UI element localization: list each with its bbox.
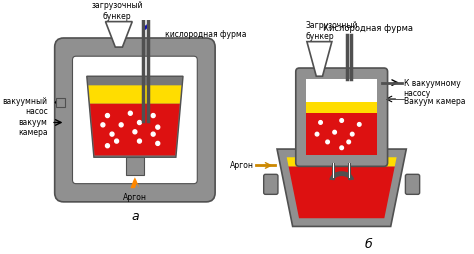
Text: Аргон: Аргон <box>123 192 147 201</box>
Circle shape <box>106 144 109 148</box>
Bar <box>307 80 377 156</box>
Bar <box>126 158 144 176</box>
Circle shape <box>156 126 160 130</box>
Circle shape <box>137 121 141 125</box>
Polygon shape <box>87 77 183 158</box>
Circle shape <box>151 114 155 118</box>
Bar <box>349 163 350 179</box>
FancyBboxPatch shape <box>73 57 197 184</box>
Text: загрузочный
бункер: загрузочный бункер <box>91 1 143 21</box>
Polygon shape <box>287 158 397 167</box>
Text: К вакуумному
насосу: К вакуумному насосу <box>404 79 460 98</box>
FancyBboxPatch shape <box>296 69 388 167</box>
Bar <box>307 103 377 113</box>
Circle shape <box>347 140 350 144</box>
Text: Загрузочный
бункер: Загрузочный бункер <box>305 21 357 41</box>
Text: а: а <box>131 209 139 222</box>
Circle shape <box>151 133 155 137</box>
FancyBboxPatch shape <box>55 39 215 202</box>
Circle shape <box>115 139 118 144</box>
Bar <box>307 113 377 156</box>
Circle shape <box>101 123 105 127</box>
Polygon shape <box>90 104 180 156</box>
Bar <box>333 163 334 179</box>
Text: кислородная фурма: кислородная фурма <box>165 30 246 39</box>
Polygon shape <box>89 86 182 104</box>
Circle shape <box>133 130 137 134</box>
Text: Вакуум камера: Вакуум камера <box>404 97 465 106</box>
Circle shape <box>350 133 354 136</box>
Circle shape <box>333 131 337 134</box>
Text: вакуум
камера: вакуум камера <box>18 118 47 137</box>
Text: Аргон: Аргон <box>230 161 254 169</box>
Polygon shape <box>307 42 332 77</box>
Polygon shape <box>277 149 406 227</box>
Polygon shape <box>106 23 132 48</box>
Text: Кислородная фурма: Кислородная фурма <box>323 24 413 33</box>
Circle shape <box>326 140 329 144</box>
Text: б: б <box>365 237 372 250</box>
Circle shape <box>106 114 109 118</box>
Circle shape <box>319 121 322 125</box>
Bar <box>348 163 352 180</box>
Circle shape <box>340 119 344 123</box>
Circle shape <box>156 142 160 146</box>
Circle shape <box>128 112 132 116</box>
Bar <box>56 99 65 108</box>
Circle shape <box>137 139 141 144</box>
Circle shape <box>315 133 319 136</box>
Text: вакуумный
насос: вакуумный насос <box>2 97 47 116</box>
Circle shape <box>357 123 361 127</box>
Circle shape <box>110 133 114 137</box>
Polygon shape <box>130 178 139 188</box>
Bar <box>332 163 336 180</box>
FancyBboxPatch shape <box>405 175 419 195</box>
FancyBboxPatch shape <box>264 175 278 195</box>
Circle shape <box>119 123 123 127</box>
Circle shape <box>340 146 344 150</box>
Polygon shape <box>289 167 395 218</box>
